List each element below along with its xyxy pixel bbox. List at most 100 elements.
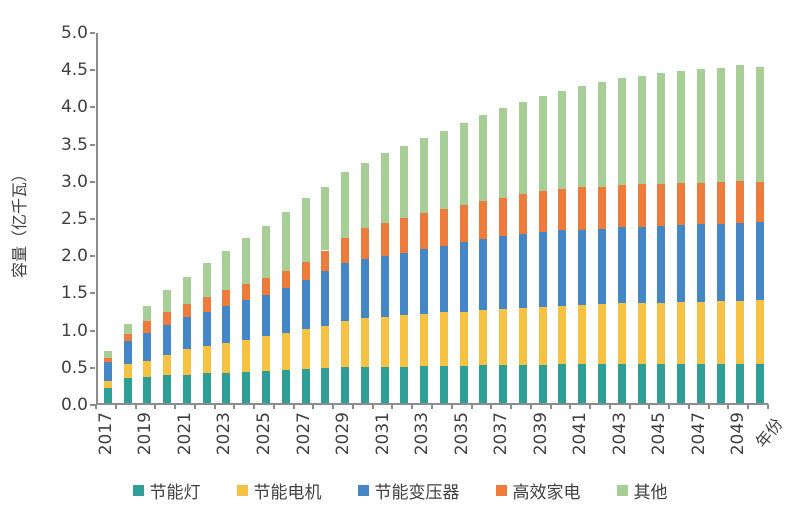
bar-segment-2042 [598,186,606,229]
bar-segment-2046 [677,301,686,365]
bar-segment-2027 [301,279,310,330]
bar-segment-2017 [103,388,112,403]
bar-segment-2032 [400,217,409,253]
bar-segment-2026 [281,287,290,334]
bar-segment-2034 [439,365,448,403]
x-tick-mark [628,404,631,409]
bar-segment-2039 [538,365,547,403]
x-tick-label: 2041 [570,412,591,456]
bar-segment-2049 [736,364,745,403]
bar-segment-2046 [677,71,686,183]
bar-segment-2049 [736,222,745,302]
x-axis-title: 年份 [751,414,787,452]
x-tick-mark [707,404,710,409]
bar-segment-2025 [262,225,270,279]
x-tick-mark [154,404,157,409]
bar-segment-2027 [301,198,310,262]
bar-segment-2040 [558,188,567,231]
bar-segment-2025 [262,295,270,337]
bar-segment-2038 [518,193,527,235]
x-tick-label: 2033 [412,412,433,456]
bar-segment-2044 [637,75,646,184]
bar-segment-2032 [400,366,409,403]
bar-segment-2022 [202,312,211,347]
bar-segment-2041 [578,187,587,230]
bar-segment-2017 [103,357,112,363]
x-tick-label: 2049 [728,412,749,456]
x-tick-mark [95,404,97,409]
bar-segment-2033 [420,313,429,366]
bar-segment-2046 [677,364,686,403]
bar-segment-2018 [123,378,132,403]
x-tick-mark [332,404,335,409]
x-tick-label: 2019 [135,412,156,456]
plot-area [96,33,768,405]
x-tick-label: 2031 [372,412,393,456]
bar-segment-2030 [360,367,369,403]
x-tick-mark [371,404,374,409]
bar-segment-2046 [677,182,686,226]
bar-segment-2040 [558,230,567,306]
legend-label: 节能灯 [149,483,201,503]
bar-segment-2047 [696,364,705,403]
bar-segment-2041 [578,364,587,403]
x-tick-mark [411,404,414,409]
x-tick-mark [747,404,750,409]
x-tick-mark [391,404,394,409]
bar-segment-2040 [558,305,567,365]
legend-item: 其他 [616,478,668,503]
bar-segment-2029 [341,237,350,264]
bar-segment-2036 [479,239,488,310]
bar-segment-2020 [163,289,172,313]
bar-segment-2049 [736,301,745,365]
bar-segment-2031 [380,366,389,403]
bar-segment-2034 [439,312,448,366]
bar-segment-2041 [578,86,587,188]
y-tick-label: 4.0 [60,97,88,118]
bar-segment-2017 [103,350,112,358]
legend-item: 高效家电 [495,478,581,503]
legend-swatch-icon [236,485,248,496]
bar-segment-2041 [578,229,587,305]
bar-segment-2035 [459,365,468,403]
bar-segment-2040 [558,90,567,189]
y-tick-mark [90,69,95,72]
bar-segment-2042 [598,304,606,365]
bar-segment-2048 [716,68,725,183]
bar-segment-2018 [123,340,132,365]
x-tick-label: 2035 [451,412,472,456]
x-tick-mark [687,404,690,409]
bar-segment-2026 [281,369,290,403]
y-tick-mark [90,404,95,406]
x-tick-label: 2045 [649,412,670,456]
bar-segment-2031 [380,222,389,257]
x-tick-mark [272,404,275,409]
bar-segment-2021 [182,276,191,305]
bar-segment-2042 [598,228,606,305]
bar-segment-2039 [538,307,547,366]
bar-segment-2019 [143,321,152,334]
bar-segment-2050 [756,364,765,403]
y-tick-label: 5.0 [60,23,88,43]
x-tick-label: 2021 [174,412,195,456]
legend-swatch-icon [495,485,507,496]
y-tick-label: 0.0 [60,395,88,415]
y-tick-mark [90,32,95,34]
legend-swatch-icon [357,485,369,496]
bar-segment-2020 [163,375,172,403]
y-tick-label: 3.0 [60,171,88,192]
bar-segment-2047 [696,224,705,302]
bar-segment-2037 [499,365,508,403]
bar-segment-2027 [301,368,310,403]
x-tick-mark [450,404,453,409]
bar-segment-2019 [143,360,152,377]
bar-segment-2049 [736,64,745,182]
bar-segment-2030 [360,228,369,259]
bar-segment-2030 [360,318,369,368]
bar-segment-2050 [756,182,765,223]
bar-segment-2035 [459,242,468,312]
bar-segment-2036 [479,115,488,202]
bar-segment-2039 [538,190,547,232]
bar-segment-2025 [262,371,270,403]
